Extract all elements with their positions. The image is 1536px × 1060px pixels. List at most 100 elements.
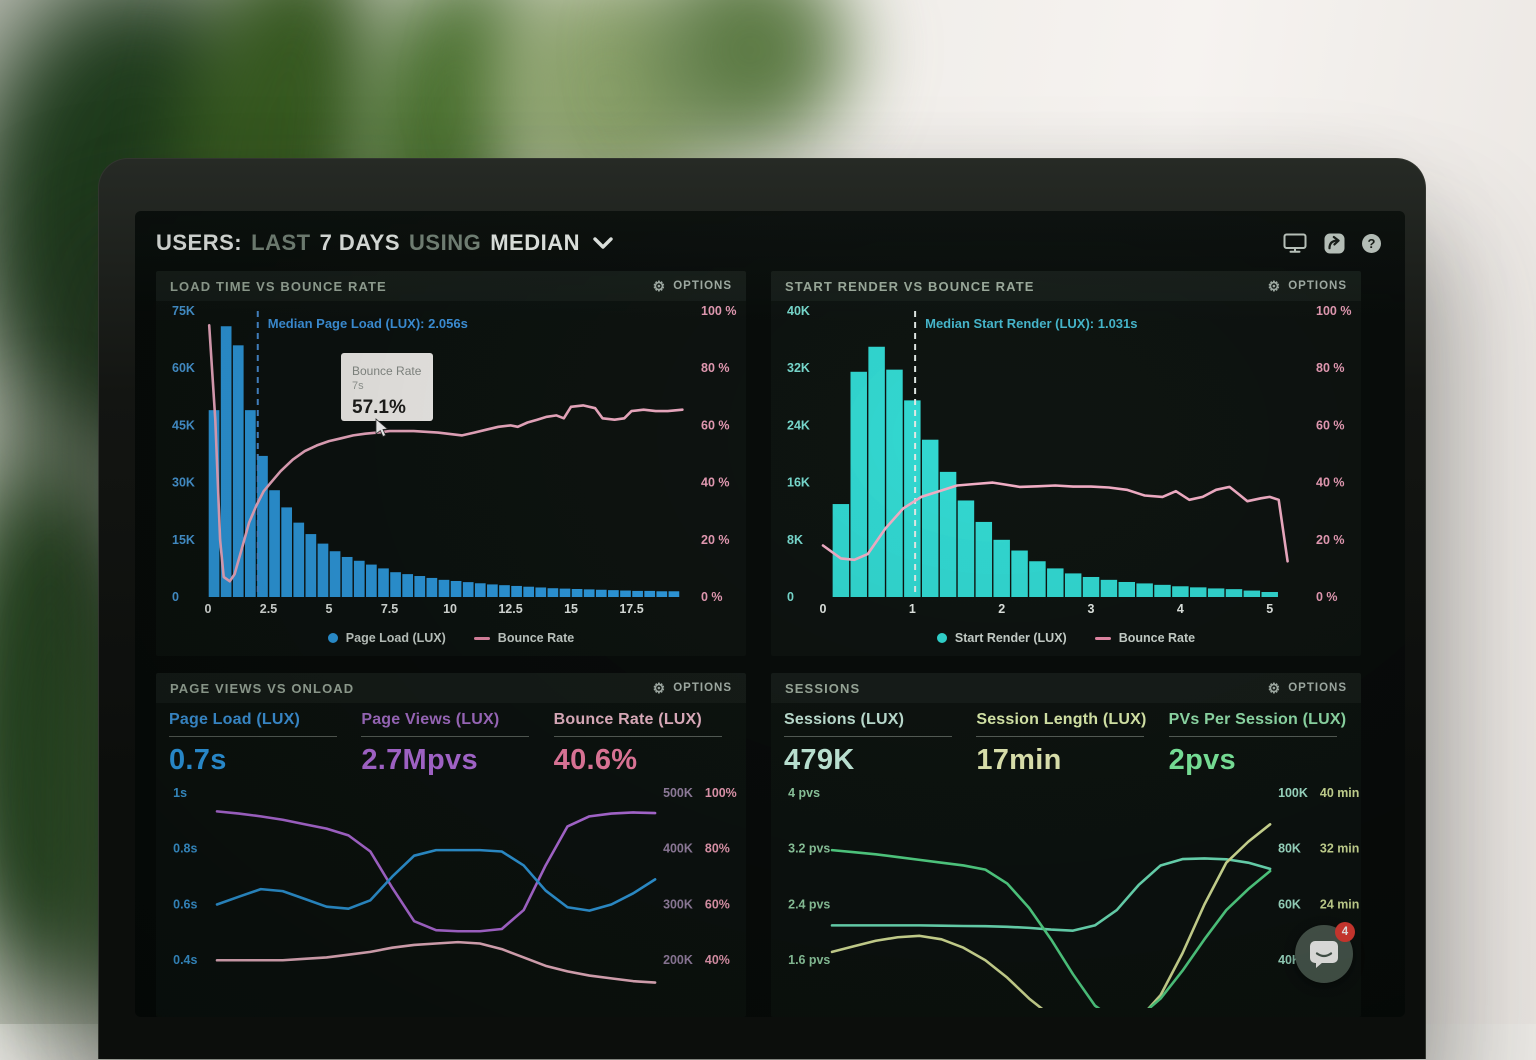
svg-text:0.6s: 0.6s bbox=[173, 897, 197, 911]
svg-text:2.5: 2.5 bbox=[260, 602, 277, 616]
bar-series bbox=[833, 347, 1278, 597]
svg-text:60 %: 60 % bbox=[1316, 418, 1345, 432]
metric-label: Sessions (LUX) bbox=[784, 711, 976, 729]
svg-text:12.5: 12.5 bbox=[498, 602, 522, 616]
svg-text:15K: 15K bbox=[172, 533, 195, 547]
svg-text:Median Page Load (LUX): 2.056s: Median Page Load (LUX): 2.056s bbox=[268, 316, 468, 331]
svg-text:60K: 60K bbox=[172, 361, 195, 375]
left-axis: 1s0.8s0.6s0.4s bbox=[173, 786, 197, 967]
options-button[interactable]: OPTIONS bbox=[1268, 681, 1347, 695]
metric-label: Session Length (LUX) bbox=[976, 711, 1168, 729]
svg-text:100%: 100% bbox=[705, 786, 737, 800]
metric-label: Bounce Rate (LUX) bbox=[554, 711, 746, 729]
svg-text:2.4 pvs: 2.4 pvs bbox=[788, 897, 830, 911]
svg-text:75K: 75K bbox=[172, 304, 195, 318]
svg-text:200K: 200K bbox=[663, 953, 693, 967]
svg-text:45K: 45K bbox=[172, 418, 195, 432]
chart-legend: Page Load (LUX) Bounce Rate bbox=[156, 625, 746, 651]
legend-item[interactable]: Bounce Rate bbox=[474, 631, 574, 645]
header-icons bbox=[1283, 232, 1381, 254]
svg-text:100 %: 100 % bbox=[701, 304, 736, 318]
chevron-down-icon bbox=[593, 236, 613, 250]
metric-underline bbox=[554, 736, 722, 737]
series-line bbox=[217, 850, 655, 911]
options-label: OPTIONS bbox=[673, 280, 732, 292]
svg-text:40 %: 40 % bbox=[1316, 476, 1345, 490]
display-icon[interactable] bbox=[1283, 232, 1307, 254]
svg-text:4 pvs: 4 pvs bbox=[788, 786, 820, 800]
legend-item[interactable]: Start Render (LUX) bbox=[937, 631, 1067, 645]
panel-header: LOAD TIME VS BOUNCE RATE OPTIONS bbox=[156, 271, 746, 301]
legend-line-swatch bbox=[1095, 637, 1111, 640]
chat-widget[interactable]: 4 bbox=[1295, 925, 1353, 983]
svg-text:80K: 80K bbox=[1278, 842, 1301, 856]
svg-text:57.1%: 57.1% bbox=[352, 397, 406, 418]
svg-text:10: 10 bbox=[443, 602, 457, 616]
panel-grid: LOAD TIME VS BOUNCE RATE OPTIONS 75K 60K 4… bbox=[156, 271, 1361, 1017]
svg-text:1: 1 bbox=[909, 602, 916, 616]
share-icon[interactable] bbox=[1324, 233, 1345, 254]
metric-underline bbox=[976, 736, 1144, 737]
page-views-chart[interactable]: 1s0.8s0.6s0.4s500K400K300K200K100%80%60%… bbox=[156, 783, 746, 1017]
metric-value: 479K bbox=[784, 744, 976, 777]
legend-line-swatch bbox=[474, 637, 490, 640]
right-axis: 100 %80 %60 %40 %20 %0 % bbox=[1316, 304, 1351, 604]
legend-item[interactable]: Page Load (LUX) bbox=[328, 631, 446, 645]
svg-text:60%: 60% bbox=[705, 897, 730, 911]
help-icon[interactable] bbox=[1362, 234, 1381, 253]
title-last: LAST bbox=[251, 230, 310, 256]
chart-legend: Start Render (LUX) Bounce Rate bbox=[771, 625, 1361, 651]
right-axis: 100 %80 %60 %40 %20 %0 % bbox=[701, 304, 736, 604]
metric-underline bbox=[361, 736, 529, 737]
series-line bbox=[217, 942, 655, 982]
options-label: OPTIONS bbox=[673, 682, 732, 694]
options-button[interactable]: OPTIONS bbox=[653, 681, 732, 695]
metric-label: Page Views (LUX) bbox=[361, 711, 553, 729]
svg-text:Median Start Render (LUX): 1.0: Median Start Render (LUX): 1.031s bbox=[925, 316, 1137, 331]
svg-text:32 min: 32 min bbox=[1320, 842, 1359, 856]
svg-text:0.8s: 0.8s bbox=[173, 842, 197, 856]
chat-bubble-icon bbox=[1309, 940, 1339, 969]
gear-icon bbox=[1268, 279, 1282, 293]
panel-start-render-vs-bounce-rate: START RENDER VS BOUNCE RATE OPTIONS 40K3… bbox=[771, 271, 1361, 656]
svg-text:0 %: 0 % bbox=[701, 590, 723, 604]
svg-text:0: 0 bbox=[820, 602, 827, 616]
metric-block: PVs Per Session (LUX)2pvs bbox=[1169, 711, 1361, 783]
svg-text:3.2 pvs: 3.2 pvs bbox=[788, 842, 830, 856]
svg-text:17.5: 17.5 bbox=[619, 602, 643, 616]
svg-text:24K: 24K bbox=[787, 418, 810, 432]
svg-text:0.4s: 0.4s bbox=[173, 953, 197, 967]
legend-label: Start Render (LUX) bbox=[955, 631, 1067, 645]
panel-title: PAGE VIEWS VS ONLOAD bbox=[170, 681, 354, 696]
svg-text:32K: 32K bbox=[787, 361, 810, 375]
svg-text:0: 0 bbox=[172, 590, 179, 604]
panel-header: START RENDER VS BOUNCE RATE OPTIONS bbox=[771, 271, 1361, 301]
options-button[interactable]: OPTIONS bbox=[1268, 279, 1347, 293]
svg-text:7.5: 7.5 bbox=[381, 602, 398, 616]
svg-text:60K: 60K bbox=[1278, 897, 1301, 911]
svg-text:8K: 8K bbox=[787, 533, 803, 547]
svg-text:20 %: 20 % bbox=[1316, 533, 1345, 547]
users-period-selector[interactable]: USERS: LAST 7 DAYS USING MEDIAN bbox=[156, 230, 613, 256]
title-days: 7 DAYS bbox=[320, 230, 400, 256]
svg-text:0: 0 bbox=[787, 590, 794, 604]
svg-text:80 %: 80 % bbox=[701, 361, 730, 375]
svg-text:5: 5 bbox=[326, 602, 333, 616]
options-button[interactable]: OPTIONS bbox=[653, 279, 732, 293]
svg-text:60 %: 60 % bbox=[701, 418, 730, 432]
metric-value: 40.6% bbox=[554, 744, 746, 777]
metric-block: Page Load (LUX)0.7s bbox=[169, 711, 361, 783]
title-using: USING bbox=[409, 230, 481, 256]
metric-underline bbox=[784, 736, 952, 737]
legend-item[interactable]: Bounce Rate bbox=[1095, 631, 1195, 645]
panel-header: SESSIONS OPTIONS bbox=[771, 673, 1361, 703]
svg-text:24 min: 24 min bbox=[1320, 897, 1359, 911]
metric-value: 17min bbox=[976, 744, 1168, 777]
